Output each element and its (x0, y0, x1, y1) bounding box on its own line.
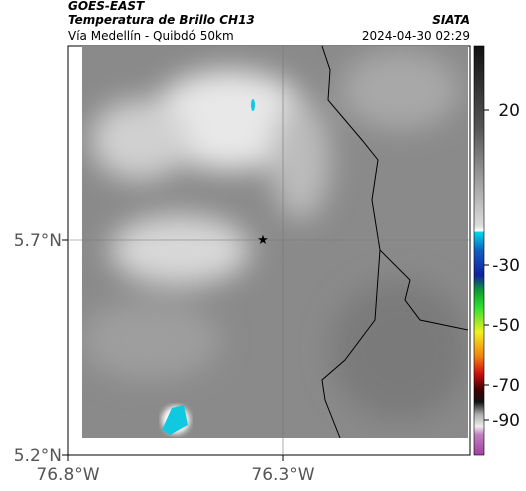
boundary (321, 46, 468, 438)
lon-label: 76.3°W (251, 465, 314, 485)
agency: SIATA (432, 13, 470, 27)
satellite-image (82, 46, 468, 438)
colorbar-label: 20 (498, 101, 520, 121)
timestamp: 2024-04-30 02:29 (362, 29, 470, 43)
colorbar-label: -90 (492, 411, 520, 431)
colorbar-label: -50 (492, 316, 520, 336)
route: Vía Medellín - Quibdó 50km (68, 29, 234, 43)
lon-label: 76.8°W (36, 465, 99, 485)
colorbar (473, 45, 485, 456)
lat-label: 5.2°N (14, 446, 62, 466)
axis-ticks: 5.7°N 5.2°N76.8°W 76.3°W 20 -30 -50 -70 -90 (14, 101, 520, 485)
location-marker: ★ (257, 233, 269, 248)
source-title: GOES-EAST (68, 0, 145, 13)
colorbar-label: -70 (492, 376, 520, 396)
colorbar-label: -30 (492, 256, 520, 276)
lat-label: 5.7°N (14, 231, 62, 251)
product-title: Temperatura de Brillo CH13 (68, 13, 255, 27)
